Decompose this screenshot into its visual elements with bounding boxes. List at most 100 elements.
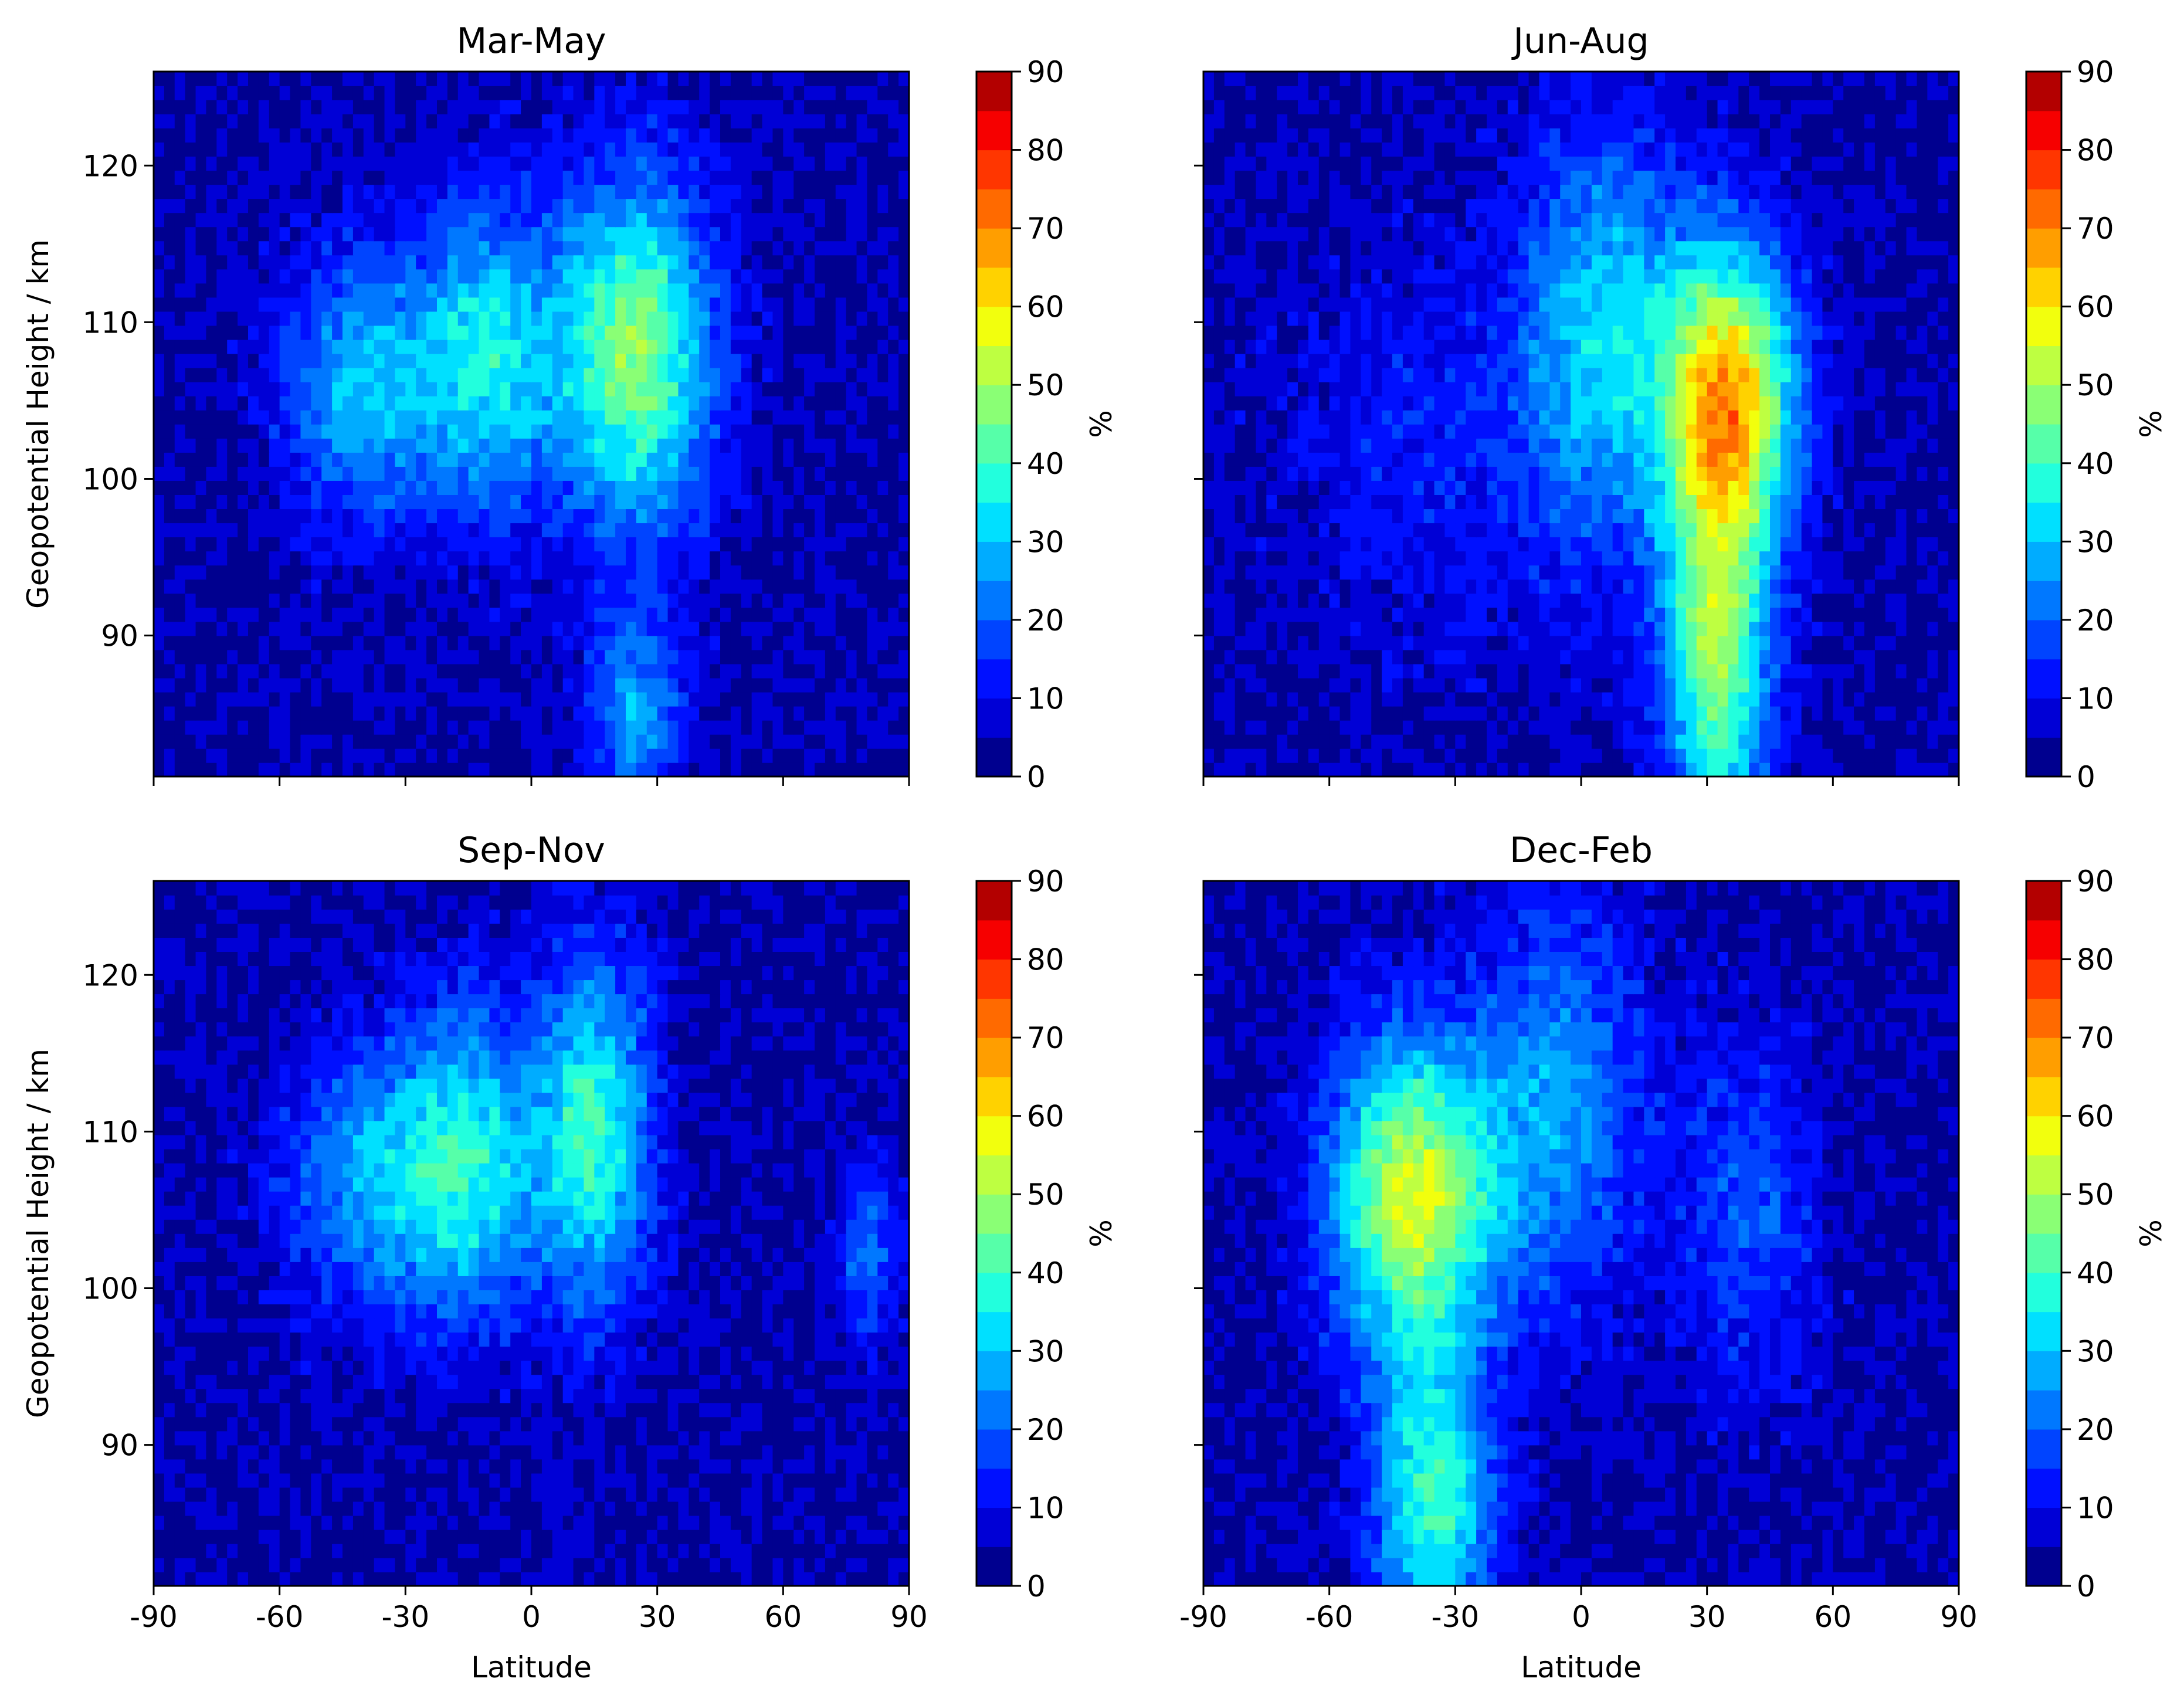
contour-cell	[363, 283, 375, 298]
contour-cell	[1571, 551, 1582, 566]
contour-cell	[710, 579, 721, 594]
contour-cell	[1874, 635, 1886, 650]
contour-cell	[352, 269, 364, 284]
contour-cell	[783, 114, 795, 128]
contour-cell	[206, 409, 218, 425]
contour-cell	[342, 156, 354, 171]
contour-cell	[363, 184, 375, 199]
contour-cell	[1413, 635, 1425, 650]
contour-cell	[332, 748, 343, 763]
contour-cell	[1444, 706, 1456, 721]
contour-cell	[1738, 649, 1750, 664]
contour-cell	[772, 212, 784, 228]
contour-cell	[877, 466, 889, 481]
contour-cell	[793, 706, 805, 721]
contour-cell	[457, 551, 469, 566]
contour-cell	[1298, 593, 1309, 608]
contour-cell	[846, 184, 857, 199]
contour-cell	[1759, 720, 1771, 735]
contour-cell	[1235, 663, 1246, 679]
contour-cell	[521, 100, 532, 114]
contour-cell	[426, 72, 438, 86]
contour-cell	[279, 537, 291, 552]
contour-cell	[541, 311, 553, 326]
contour-cell	[1560, 762, 1571, 777]
contour-cell	[730, 621, 742, 636]
contour-cell	[258, 367, 270, 382]
contour-cell	[1361, 607, 1372, 622]
contour-cell	[185, 466, 196, 481]
contour-cell	[154, 691, 165, 707]
contour-cell	[1738, 579, 1750, 594]
contour-cell	[793, 565, 805, 580]
contour-cell	[562, 100, 574, 114]
contour-cell	[626, 226, 637, 242]
contour-cell	[867, 381, 879, 396]
contour-cell	[1801, 621, 1813, 636]
contour-cell	[500, 706, 511, 721]
contour-cell	[825, 311, 836, 326]
contour-cell	[657, 114, 669, 128]
contour-cell	[846, 621, 857, 636]
contour-cell	[646, 593, 658, 608]
contour-cell	[500, 367, 511, 382]
contour-cell	[762, 339, 774, 354]
contour-cell	[352, 748, 364, 763]
contour-cell	[1539, 537, 1551, 552]
contour-cell	[615, 635, 626, 650]
contour-cell	[1822, 635, 1834, 650]
contour-cell	[489, 480, 501, 495]
contour-cell	[363, 466, 375, 481]
contour-cell	[898, 226, 910, 242]
contour-cell	[835, 381, 847, 396]
contour-cell	[1245, 565, 1257, 580]
contour-cell	[531, 240, 542, 256]
contour-cell	[1487, 762, 1498, 777]
contour-cell	[416, 635, 427, 650]
contour-cell	[615, 269, 626, 284]
contour-cell	[321, 537, 333, 552]
contour-cell	[1497, 748, 1508, 763]
contour-cell	[164, 86, 175, 100]
contour-cell	[710, 748, 721, 763]
contour-cell	[552, 748, 564, 763]
contour-cell	[426, 297, 438, 312]
contour-cell	[227, 508, 238, 524]
contour-cell	[710, 156, 721, 171]
contour-cell	[804, 325, 815, 340]
contour-cell	[541, 748, 553, 763]
contour-cell	[594, 720, 606, 735]
contour-cell	[846, 409, 857, 425]
contour-cell	[531, 663, 542, 679]
contour-cell	[720, 269, 731, 284]
contour-cell	[1665, 762, 1676, 777]
contour-cell	[762, 677, 774, 693]
contour-cell	[846, 706, 857, 721]
contour-cell	[185, 748, 196, 763]
contour-cell	[594, 480, 606, 495]
contour-cell	[1906, 579, 1918, 594]
contour-cell	[1235, 691, 1246, 707]
contour-cell	[783, 677, 795, 693]
contour-cell	[573, 677, 585, 693]
contour-cell	[185, 424, 196, 439]
contour-cell	[311, 649, 323, 664]
contour-cell	[290, 720, 301, 735]
contour-cell	[772, 170, 784, 185]
contour-cell	[258, 128, 270, 143]
contour-cell	[1413, 762, 1425, 777]
contour-cell	[468, 734, 480, 749]
contour-cell	[1466, 523, 1477, 538]
contour-cell	[1476, 593, 1487, 608]
contour-cell	[846, 170, 857, 185]
contour-cell	[804, 212, 815, 228]
contour-cell	[741, 367, 752, 382]
contour-cell	[710, 452, 721, 467]
contour-cell	[867, 480, 879, 495]
contour-cell	[888, 184, 899, 199]
contour-cell	[1780, 663, 1792, 679]
contour-cell	[877, 565, 889, 580]
contour-cell	[1277, 649, 1288, 664]
contour-cell	[227, 720, 238, 735]
contour-cell	[1717, 734, 1729, 749]
